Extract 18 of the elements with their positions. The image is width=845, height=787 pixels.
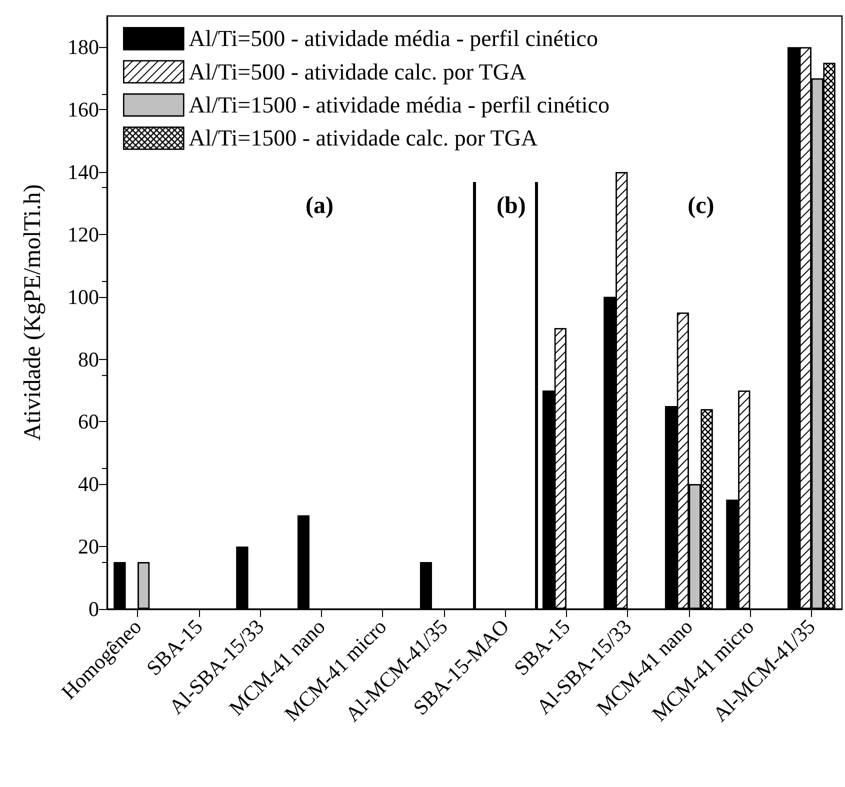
y-tick-label: 0 [88, 597, 99, 621]
y-tick-label: 160 [68, 98, 99, 122]
legend-label: Al/Ti=1500 - atividade média - perfil cinético [188, 92, 610, 118]
y-tick-label: 80 [78, 347, 99, 372]
annotation: (b) [496, 192, 526, 219]
y-axis-title: Atividade (KgPE/molTi.h) [20, 184, 46, 441]
y-tick-label: 100 [68, 284, 99, 309]
y-tick-label: 180 [68, 35, 99, 60]
y-tick-label: 120 [68, 222, 99, 246]
legend-label: Al/Ti=1500 - atividade calc. por TGA [188, 126, 538, 151]
legend-label: Al/Ti=500 - atividade média - perfil cinético [188, 26, 598, 52]
y-tick-label: 40 [78, 472, 99, 496]
legend-label: Al/Ti=500 - atividade calc. por TGA [188, 59, 526, 84]
annotation: (a) [305, 192, 334, 219]
annotation: (c) [688, 192, 714, 219]
y-tick-label: 60 [78, 410, 99, 434]
y-tick-label: 20 [78, 534, 99, 559]
y-tick-label: 140 [68, 160, 99, 184]
